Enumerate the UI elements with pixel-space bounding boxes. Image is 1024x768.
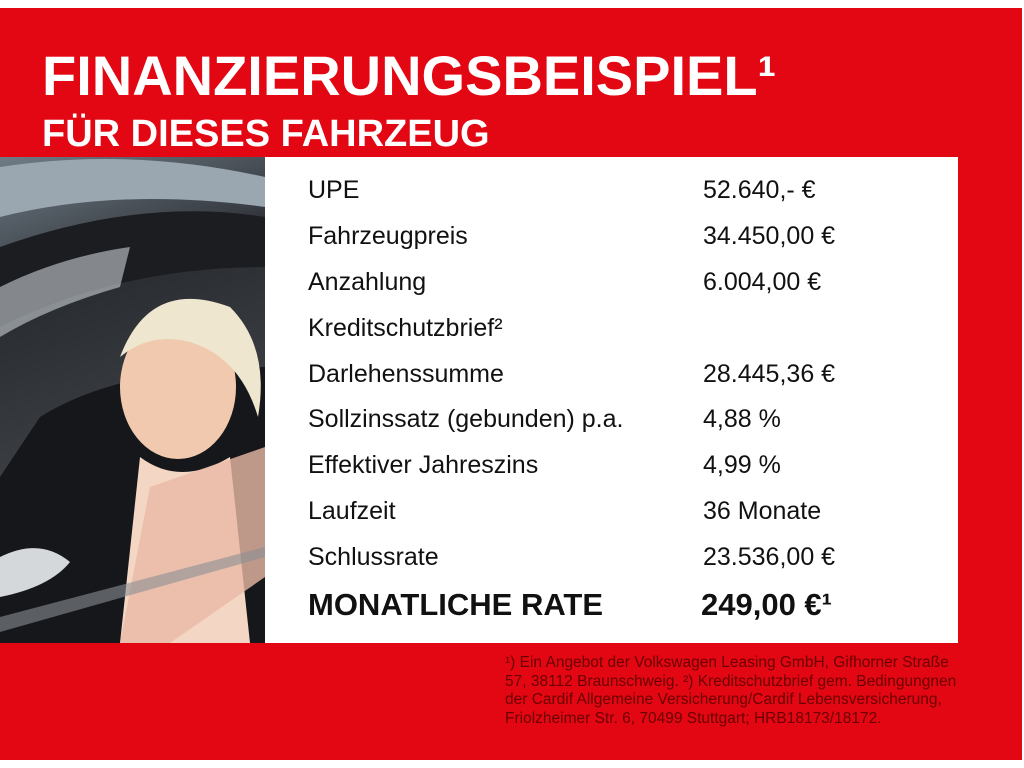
monthly-rate-label: MONATLICHE RATE <box>308 587 604 622</box>
woman-in-car-photo <box>0 157 265 643</box>
table-row: Darlehenssumme 28.445,36 € <box>308 359 948 389</box>
row-value: 6.004,00 € <box>703 268 822 296</box>
table-row: UPE 52.640,- € <box>308 175 948 205</box>
row-label: Anzahlung <box>308 268 427 296</box>
table-row: Anzahlung 6.004,00 € <box>308 267 948 297</box>
monthly-rate-row: MONATLICHE RATE 249,00 €¹ <box>308 587 948 623</box>
page-title: FINANZIERUNGSBEISPIEL¹ <box>42 44 777 107</box>
table-row: Schlussrate 23.536,00 € <box>308 542 948 572</box>
row-value: 36 Monate <box>703 497 822 525</box>
row-value: 23.536,00 € <box>703 543 836 571</box>
table-row: Fahrzeugpreis 34.450,00 € <box>308 221 948 251</box>
row-value: 52.640,- € <box>703 176 816 204</box>
footnote: ¹) Ein Angebot der Volkswagen Leasing Gm… <box>505 654 957 727</box>
row-label: Darlehenssumme <box>308 360 504 388</box>
row-label: Effektiver Jahreszins <box>308 451 539 479</box>
table-row: Kreditschutzbrief² <box>308 313 948 343</box>
row-value: 4,99 % <box>703 451 781 479</box>
table-row: Sollzinssatz (gebunden) p.a. 4,88 % <box>308 404 948 434</box>
row-label: Fahrzeugpreis <box>308 222 468 250</box>
row-label: Kreditschutzbrief² <box>308 314 503 342</box>
row-label: Laufzeit <box>308 497 396 525</box>
page-subtitle: FÜR DIESES FAHRZEUG <box>42 113 490 155</box>
financing-table: UPE 52.640,- € Fahrzeugpreis 34.450,00 € A… <box>265 157 958 643</box>
row-value: 28.445,36 € <box>703 360 836 388</box>
row-value: 34.450,00 € <box>703 222 836 250</box>
table-row: Effektiver Jahreszins 4,99 % <box>308 450 948 480</box>
row-label: Sollzinssatz (gebunden) p.a. <box>308 405 624 433</box>
row-label: Schlussrate <box>308 543 439 571</box>
table-row: Laufzeit 36 Monate <box>308 496 948 526</box>
monthly-rate-value: 249,00 €¹ <box>701 587 832 622</box>
row-value: 4,88 % <box>703 405 781 433</box>
row-label: UPE <box>308 176 360 204</box>
